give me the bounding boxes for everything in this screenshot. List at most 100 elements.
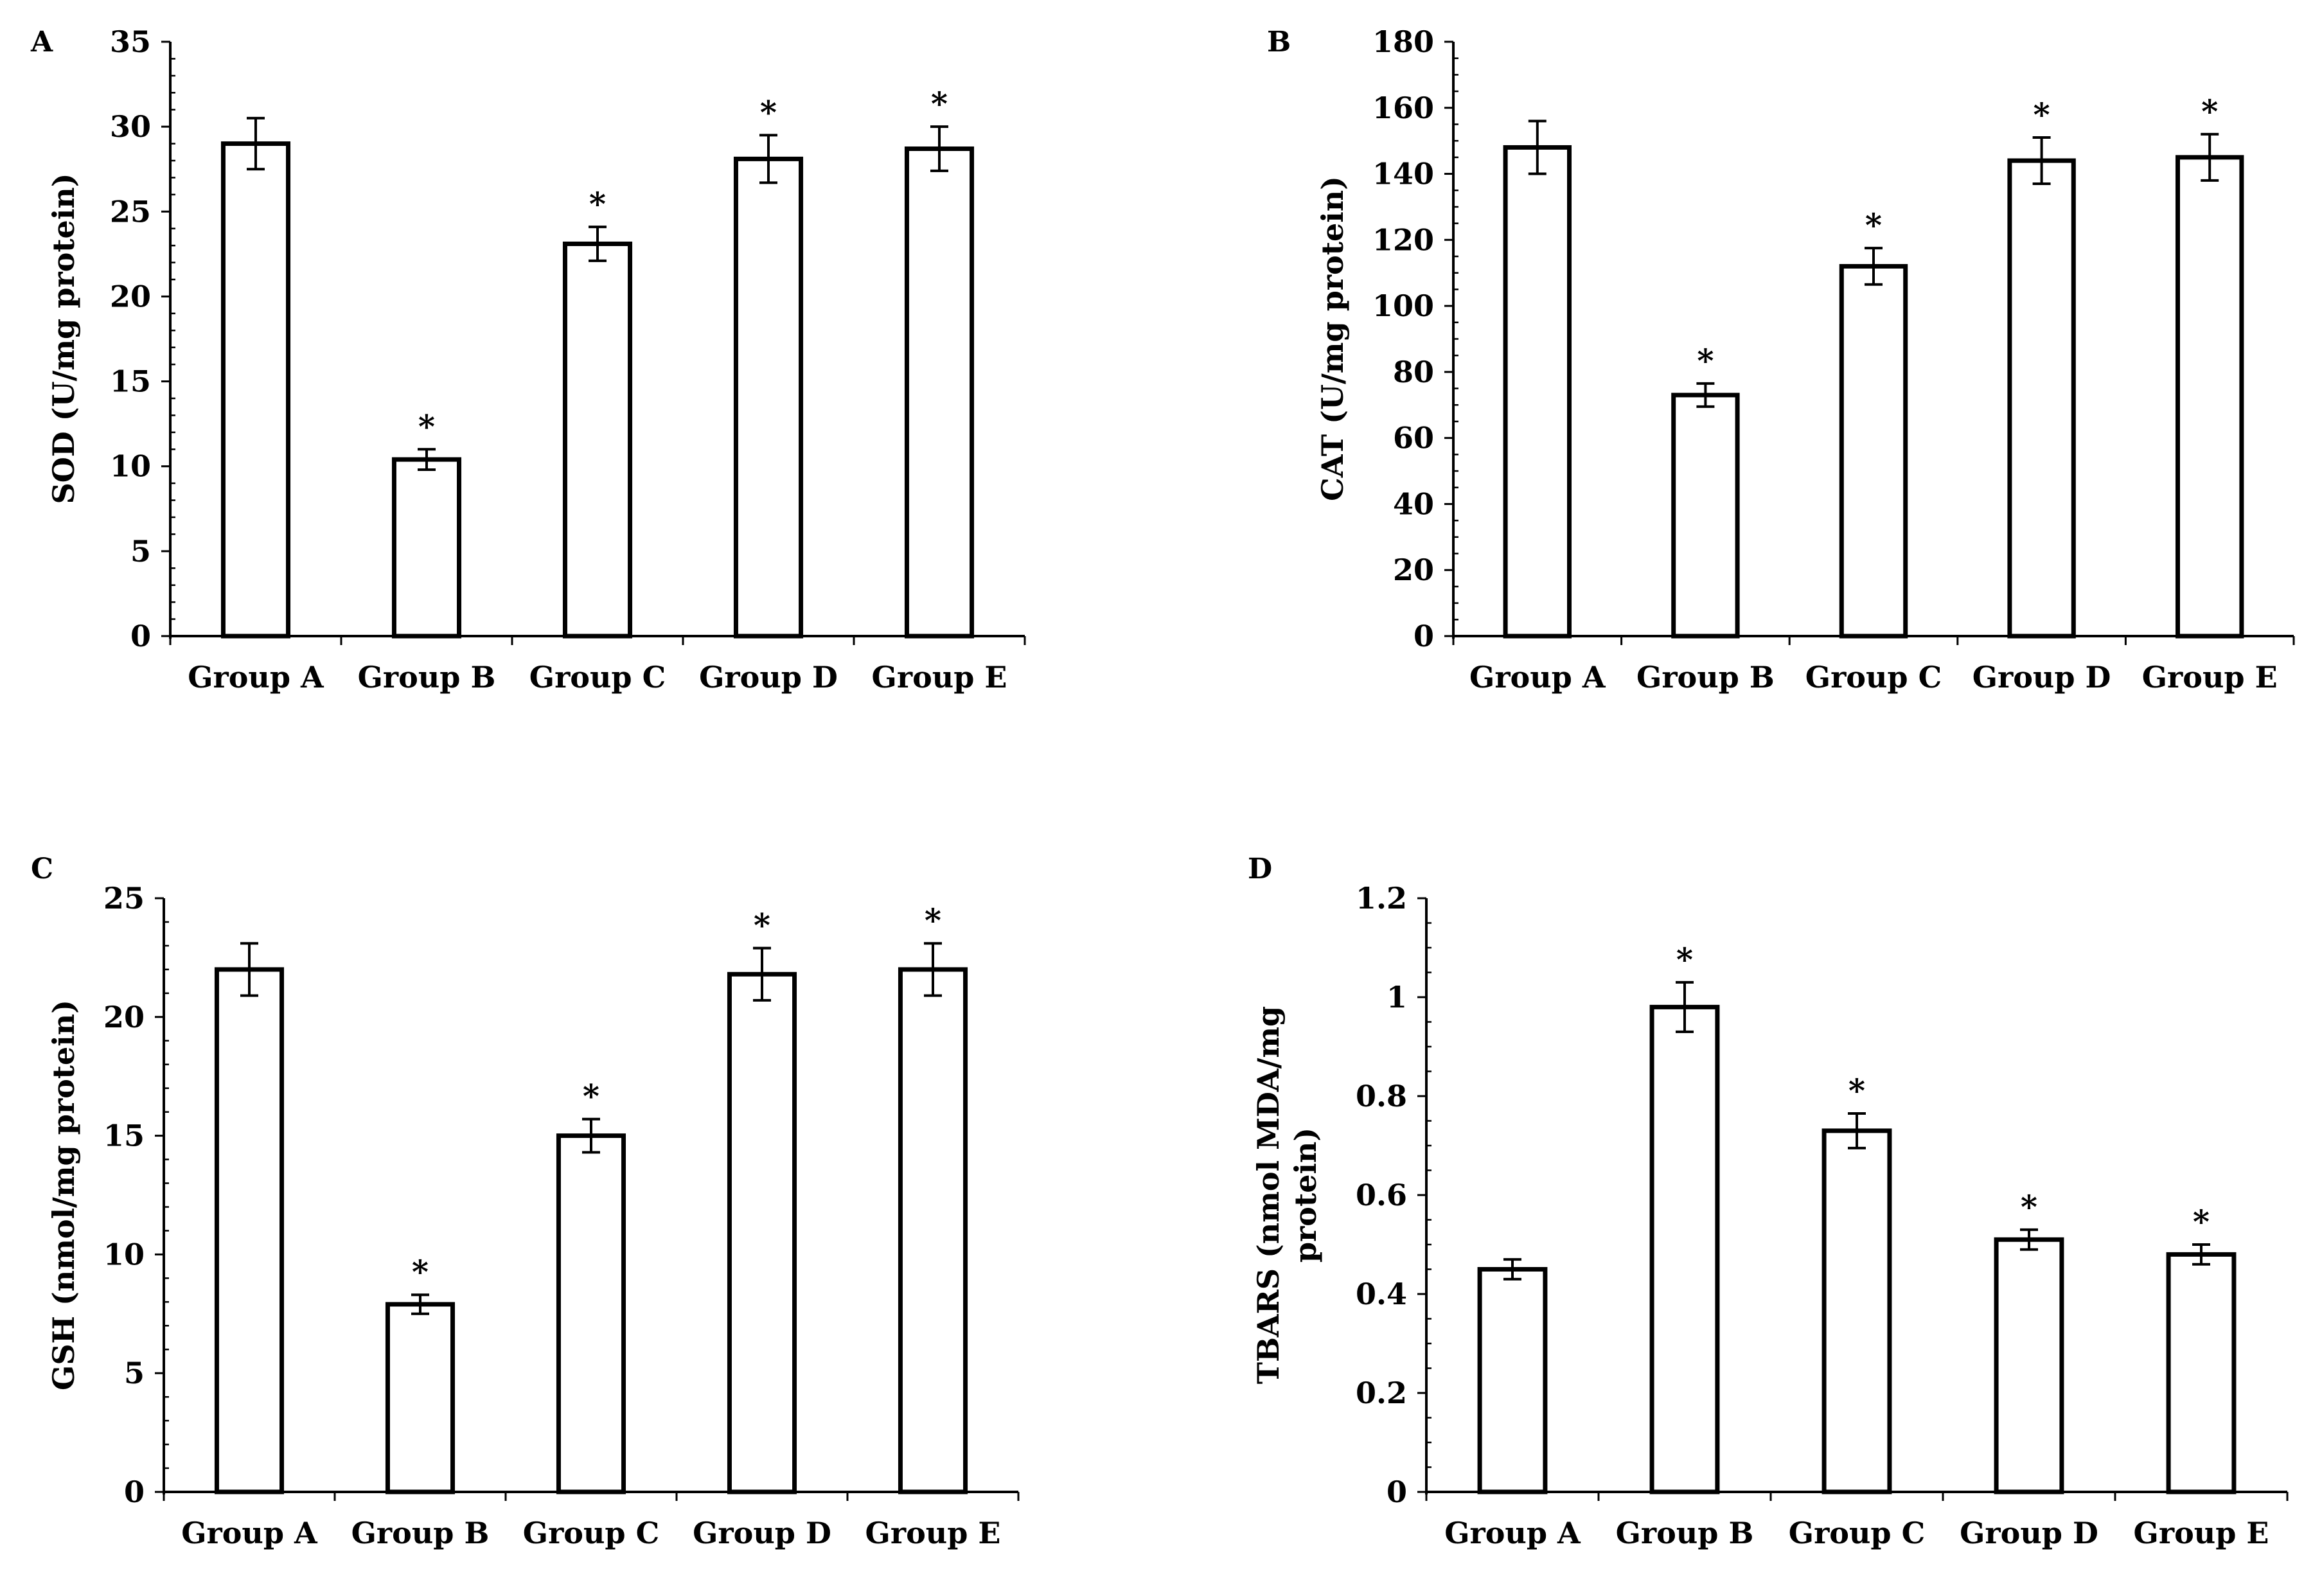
significance-marker: * <box>754 907 770 944</box>
significance-marker: * <box>412 1253 429 1291</box>
significance-marker: * <box>760 93 777 131</box>
x-category-label: Group E <box>2142 660 2278 695</box>
x-category-label: Group D <box>1960 1516 2098 1550</box>
y-tick-label: 0 <box>1387 1475 1407 1509</box>
y-tick-label: 20 <box>1393 553 1434 587</box>
significance-marker: * <box>1697 342 1714 380</box>
chart-panel-b: B 0 20 40 60 80 100 120 140 160 180 Group A * Group B… <box>1267 24 2295 695</box>
bar-group-a <box>1503 145 1572 639</box>
y-tick-label: 120 <box>1372 222 1434 257</box>
x-category-label: Group E <box>2134 1516 2269 1550</box>
x-category-label: Group C <box>1789 1516 1925 1550</box>
bar-group-c <box>1821 1128 1892 1494</box>
x-category-label: Group D <box>1972 660 2111 695</box>
bar-group-c <box>556 1133 626 1494</box>
bar-group-a <box>214 967 285 1494</box>
y-tick-label: 0 <box>124 1475 145 1509</box>
bar-group-b <box>385 1302 456 1494</box>
y-axis-label: GSH (nmol/mg protein) <box>46 1000 81 1390</box>
chart-panel-d: D 0 0.2 0.4 0.6 0.8 1 1.2 Group A * Group B * Group … <box>1248 853 2289 1550</box>
bar-group-e <box>2166 1252 2237 1494</box>
bar-group-a <box>220 141 291 639</box>
panel-label: C <box>31 853 53 885</box>
y-tick-label: 0.2 <box>1356 1376 1407 1410</box>
bar-group-d <box>733 156 804 639</box>
significance-marker: * <box>1848 1072 1865 1110</box>
y-tick-label: 140 <box>1372 157 1434 191</box>
bar-group-d <box>1994 1237 2064 1494</box>
y-tick-label: 40 <box>1393 486 1434 521</box>
significance-marker: * <box>925 901 941 939</box>
significance-marker: * <box>418 407 435 445</box>
panel-label: D <box>1248 853 1272 885</box>
y-tick-label: 0.8 <box>1356 1079 1407 1113</box>
y-tick-label: 80 <box>1393 355 1434 389</box>
significance-marker: * <box>2201 93 2218 130</box>
y-tick-label: 60 <box>1393 421 1434 456</box>
x-category-label: Group C <box>529 660 666 695</box>
y-axis-label-line: protein) <box>1288 1128 1323 1263</box>
significance-marker: * <box>589 185 606 223</box>
x-category-label: Group C <box>1805 660 1942 695</box>
y-tick-label: 30 <box>110 109 151 144</box>
bar-group-c <box>562 242 633 639</box>
y-tick-label: 25 <box>110 194 151 229</box>
significance-marker: * <box>2021 1188 2037 1226</box>
significance-marker: * <box>931 85 948 123</box>
y-tick-label: 0.6 <box>1356 1178 1407 1212</box>
y-tick-label: 20 <box>110 279 151 314</box>
x-category-label: Group D <box>699 660 838 695</box>
bar-group-c <box>1839 263 1908 639</box>
significance-marker: * <box>1865 206 1882 244</box>
y-tick-label: 10 <box>103 1237 145 1272</box>
chart-panel-c: C 0 5 10 15 20 25 Group A * Group B * Group C * Group… <box>31 853 1020 1550</box>
x-category-label: Group A <box>181 1516 318 1550</box>
x-category-label: Group B <box>358 660 496 695</box>
y-tick-label: 15 <box>103 1119 145 1153</box>
x-category-label: Group B <box>351 1516 490 1550</box>
bar-group-b <box>1649 1004 1720 1494</box>
y-tick-label: 1 <box>1387 980 1407 1015</box>
y-tick-label: 25 <box>103 881 145 916</box>
y-tick-label: 0 <box>1414 619 1434 653</box>
y-tick-label: 35 <box>110 24 151 59</box>
y-axis-label-line: TBARS (nmol MDA/mg <box>1251 1006 1286 1384</box>
bar-group-e <box>904 146 975 639</box>
y-tick-label: 160 <box>1372 91 1434 125</box>
significance-marker: * <box>2193 1203 2210 1241</box>
x-category-label: Group B <box>1636 660 1775 695</box>
x-category-label: Group E <box>872 660 1007 695</box>
significance-marker: * <box>1676 941 1693 979</box>
y-tick-label: 10 <box>110 449 151 484</box>
bar-group-b <box>391 457 462 639</box>
x-category-label: Group A <box>1469 660 1606 695</box>
panel-label: B <box>1267 26 1291 58</box>
x-category-label: Group A <box>1444 1516 1581 1550</box>
bar-group-b <box>1671 393 1740 639</box>
y-axis-label: SOD (U/mg protein) <box>46 173 81 504</box>
bar-group-d <box>727 971 797 1494</box>
y-axis-label: CAT (U/mg protein) <box>1315 176 1350 501</box>
y-tick-label: 0.4 <box>1356 1277 1407 1311</box>
y-tick-label: 5 <box>130 534 151 569</box>
bar-group-a <box>1477 1267 1548 1494</box>
x-category-label: Group A <box>188 660 324 695</box>
bar-group-e <box>2175 155 2244 639</box>
y-tick-label: 5 <box>124 1356 145 1390</box>
y-tick-label: 15 <box>110 364 151 399</box>
x-category-label: Group C <box>523 1516 659 1550</box>
bar-group-e <box>898 967 968 1494</box>
bar-group-d <box>2007 158 2076 639</box>
y-tick-label: 0 <box>130 619 151 653</box>
y-tick-label: 180 <box>1372 24 1434 59</box>
y-tick-label: 20 <box>103 1000 145 1034</box>
y-axis-label: TBARS (nmol MDA/mgprotein) <box>1251 1006 1323 1384</box>
panel-label: A <box>30 26 53 58</box>
significance-marker: * <box>2034 96 2050 134</box>
x-category-label: Group E <box>865 1516 1001 1550</box>
y-tick-label: 1.2 <box>1356 881 1407 916</box>
significance-marker: * <box>583 1077 599 1115</box>
y-tick-label: 100 <box>1372 288 1434 323</box>
chart-panel-a: A 0 5 10 15 20 25 30 35 Group A * Group B * Group C * G… <box>30 24 1026 695</box>
